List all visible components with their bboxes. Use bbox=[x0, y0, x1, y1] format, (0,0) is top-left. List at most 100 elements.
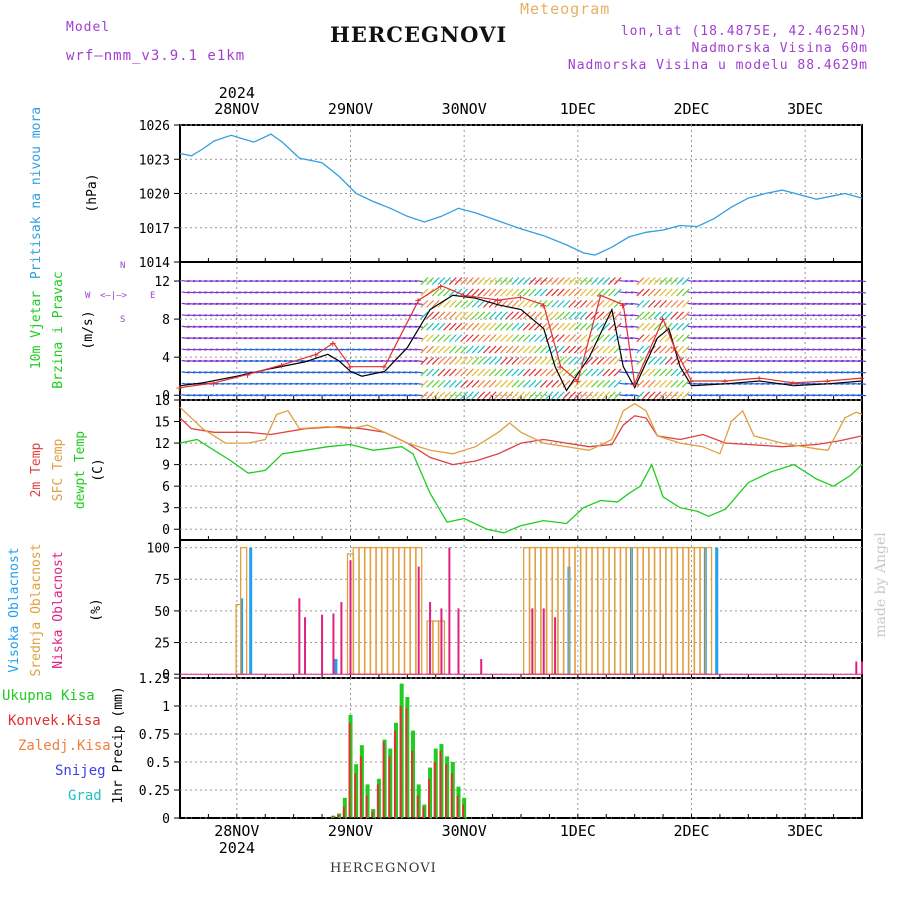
wind-barb bbox=[784, 394, 793, 397]
time-tick-top: 28NOV bbox=[214, 100, 259, 118]
wind-barb bbox=[300, 279, 310, 283]
wind-barb bbox=[624, 348, 634, 351]
wind-barb bbox=[431, 391, 440, 400]
wind-barb bbox=[829, 325, 838, 328]
wind-barb bbox=[857, 291, 867, 294]
wind-barb bbox=[465, 368, 474, 377]
wind-barb bbox=[357, 359, 366, 363]
wind-barb bbox=[210, 359, 219, 363]
cloud-low-bar bbox=[429, 602, 432, 675]
wind-barb bbox=[312, 291, 321, 294]
wind-barb bbox=[369, 325, 378, 328]
wind-barb bbox=[352, 382, 361, 385]
wind-barb bbox=[448, 345, 457, 354]
wind-barb bbox=[778, 359, 787, 363]
wind-barb bbox=[857, 279, 867, 283]
wind-barb bbox=[710, 337, 719, 340]
wind-barb bbox=[511, 345, 520, 354]
wind-barb bbox=[619, 337, 628, 340]
wind-barb bbox=[761, 359, 770, 363]
wind-barb bbox=[562, 311, 571, 320]
wind-barb bbox=[323, 302, 332, 305]
wind-barb bbox=[408, 394, 418, 397]
wind-barb bbox=[465, 334, 474, 343]
wind-barb bbox=[590, 277, 599, 285]
gust-marker: + bbox=[347, 361, 354, 374]
wind-barb bbox=[272, 371, 281, 374]
wind-barb bbox=[482, 288, 491, 297]
wind-barb bbox=[426, 379, 434, 388]
wind-barb bbox=[261, 348, 270, 351]
wind-barb bbox=[585, 391, 594, 400]
wind-barb bbox=[551, 288, 560, 297]
wind-barb bbox=[306, 394, 315, 397]
wind-barb bbox=[704, 359, 713, 363]
wind-barb bbox=[278, 359, 287, 363]
wind-barb bbox=[448, 391, 457, 400]
wind-barb bbox=[857, 382, 867, 385]
wind-barb bbox=[300, 371, 310, 374]
wind-barb bbox=[454, 277, 463, 285]
wind-barb bbox=[698, 348, 707, 351]
wind-barb bbox=[283, 325, 293, 328]
wind-barb bbox=[608, 277, 616, 285]
wind-barb bbox=[624, 302, 634, 305]
time-tick-bottom: 29NOV bbox=[328, 822, 373, 840]
wind-barb bbox=[380, 302, 389, 305]
ytick-label-clouds: 50 bbox=[154, 605, 170, 620]
wind-barb bbox=[306, 337, 315, 340]
wind-barb bbox=[192, 348, 202, 351]
wind-barb bbox=[386, 302, 395, 305]
watermark: made by Angel bbox=[873, 532, 889, 638]
wind-barb bbox=[579, 368, 588, 377]
wind-barb bbox=[295, 314, 304, 317]
wind-barb bbox=[261, 302, 270, 305]
wind-barb bbox=[511, 322, 520, 331]
series-temperature-dewpt Temp bbox=[179, 438, 863, 534]
wind-barb bbox=[420, 334, 429, 343]
wind-barb bbox=[261, 279, 270, 283]
wind-barb bbox=[374, 348, 383, 351]
wind-barb bbox=[653, 391, 662, 400]
wind-barb bbox=[573, 288, 582, 297]
wind-barb bbox=[403, 337, 412, 340]
wind-barb bbox=[852, 314, 861, 317]
year-top: 2024 bbox=[219, 84, 255, 102]
wind-barb bbox=[283, 348, 293, 351]
wind-barb bbox=[710, 279, 719, 283]
wind-barb bbox=[318, 337, 327, 340]
wind-barb bbox=[806, 359, 815, 363]
wind-barb bbox=[636, 357, 645, 365]
gust-marker: + bbox=[210, 377, 217, 390]
wind-barb bbox=[227, 348, 236, 351]
wind-barb bbox=[710, 291, 719, 294]
wind-barb bbox=[732, 302, 742, 305]
gust-marker: + bbox=[540, 299, 547, 312]
wind-barb bbox=[693, 371, 702, 374]
wind-barb bbox=[647, 379, 656, 388]
wind-barb bbox=[642, 379, 650, 388]
wind-barb bbox=[408, 382, 418, 385]
ytick-label-precip: 0 bbox=[162, 812, 170, 827]
wind-barb bbox=[357, 279, 366, 283]
wind-barb bbox=[295, 371, 304, 374]
wind-barb bbox=[210, 314, 219, 317]
wind-barb bbox=[244, 302, 253, 305]
wind-barb bbox=[295, 279, 304, 283]
wind-barb bbox=[283, 291, 293, 294]
wind-barb bbox=[437, 288, 446, 297]
wind-barb bbox=[289, 394, 298, 397]
wind-barb bbox=[443, 391, 452, 400]
wind-barb bbox=[573, 357, 582, 365]
wind-barb bbox=[181, 279, 190, 283]
wind-barb bbox=[545, 379, 554, 388]
wind-barb bbox=[261, 359, 270, 363]
wind-barb bbox=[806, 279, 815, 283]
wind-barb bbox=[755, 314, 764, 317]
wind-barb bbox=[460, 368, 469, 377]
wind-barb bbox=[755, 302, 764, 305]
gust-marker: + bbox=[597, 289, 604, 302]
wind-barb bbox=[340, 394, 349, 397]
gust-marker: + bbox=[415, 294, 422, 307]
wind-barb bbox=[238, 314, 247, 317]
